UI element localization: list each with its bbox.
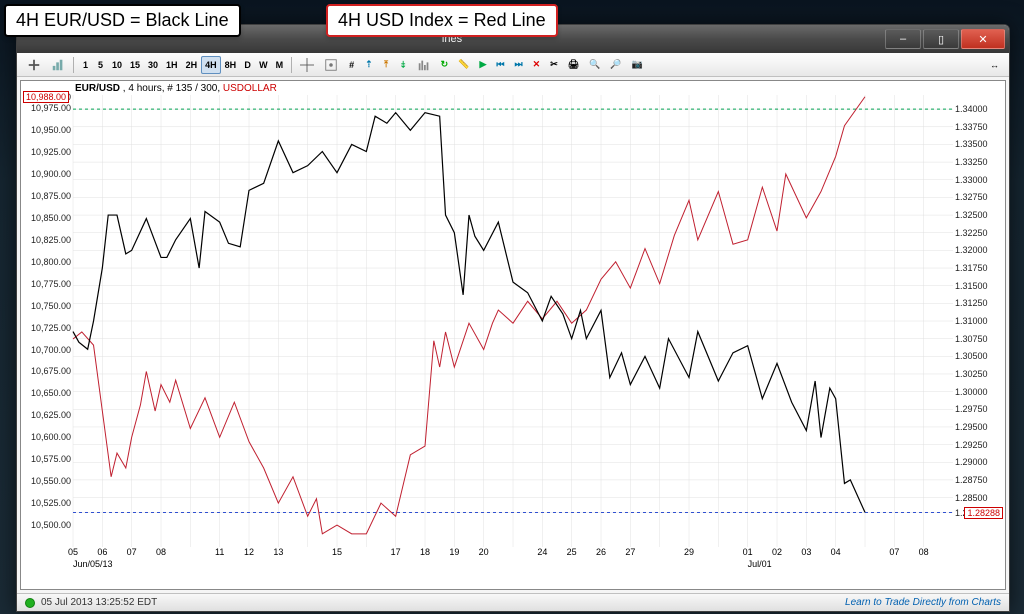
legend-red: 4H USD Index = Red Line: [326, 4, 558, 37]
tool-b-icon[interactable]: ⤒: [379, 56, 394, 74]
timeframe-4H[interactable]: 4H: [201, 56, 221, 74]
crosshair-icon[interactable]: [296, 56, 318, 74]
minimize-button[interactable]: –: [885, 29, 921, 49]
close-button[interactable]: ✕: [961, 29, 1005, 49]
right-price-tag: 1.28288: [964, 507, 1003, 519]
zoom-in-icon[interactable]: [23, 56, 45, 74]
play-icon[interactable]: ▶: [475, 56, 490, 74]
maximize-button[interactable]: ▯: [923, 29, 959, 49]
timeframe-30[interactable]: 30: [144, 56, 162, 74]
delete-icon[interactable]: ✕: [529, 56, 545, 74]
timeframe-W[interactable]: W: [255, 56, 272, 74]
timeframe-8H[interactable]: 8H: [221, 56, 241, 74]
ruler-icon[interactable]: 📏: [454, 56, 473, 74]
x-axis: 0506070811121315171819202425262729010203…: [73, 547, 953, 559]
rewind-icon[interactable]: ⏮: [492, 56, 508, 74]
tool-a-icon[interactable]: ⇡: [361, 56, 377, 74]
connection-dot-icon: [25, 598, 35, 608]
center-icon[interactable]: [320, 56, 342, 74]
left-axis: 10,988.0010,975.0010,950.0010,925.0010,9…: [23, 95, 71, 547]
toolbar: 151015301H2H4H8HDWM # ⇡ ⤒ ⤈ ↻ 📏 ▶ ⏮ ⏭ ✕ …: [17, 53, 1009, 77]
print-icon[interactable]: 🖨: [564, 56, 583, 74]
grid-icon[interactable]: #: [344, 56, 359, 74]
chart-svg: [73, 95, 953, 547]
forward-icon[interactable]: ⏭: [511, 56, 527, 74]
chart-area[interactable]: EUR/USD , 4 hours, # 135 / 300, USDOLLAR…: [20, 80, 1006, 590]
timeframe-1[interactable]: 1: [78, 56, 93, 74]
status-link[interactable]: Learn to Trade Directly from Charts: [845, 597, 1001, 608]
scissors-icon[interactable]: ✂: [546, 56, 562, 74]
expand-icon[interactable]: ↔: [986, 56, 1003, 74]
left-price-tag: 10,988.00: [23, 91, 69, 103]
search-icon[interactable]: 🔍: [585, 56, 604, 74]
timeframe-5[interactable]: 5: [93, 56, 108, 74]
timeframe-2H[interactable]: 2H: [182, 56, 202, 74]
chart-info: EUR/USD , 4 hours, # 135 / 300, USDOLLAR: [75, 83, 277, 94]
refresh-icon[interactable]: ↻: [437, 56, 453, 74]
timeframe-15[interactable]: 15: [126, 56, 144, 74]
tool-c-icon[interactable]: ⤈: [396, 56, 411, 74]
chart-type-icon[interactable]: [47, 56, 69, 74]
statusbar: 05 Jul 2013 13:25:52 EDT Learn to Trade …: [17, 593, 1009, 611]
status-time: 05 Jul 2013 13:25:52 EDT: [41, 597, 157, 608]
search-minus-icon[interactable]: 🔎: [606, 56, 625, 74]
timeframe-10[interactable]: 10: [108, 56, 126, 74]
x-axis-months: Jun/05/13Jul/01: [73, 559, 953, 569]
timeframe-1H[interactable]: 1H: [162, 56, 182, 74]
right-axis: 1.340001.337501.335001.332501.330001.327…: [955, 95, 1003, 547]
plot-area: [73, 95, 953, 547]
legend-black: 4H EUR/USD = Black Line: [4, 4, 241, 37]
timeframe-D[interactable]: D: [240, 56, 255, 74]
app-window: ines – ▯ ✕ 151015301H2H4H8HDWM # ⇡ ⤒ ⤈ ↻…: [16, 24, 1010, 612]
camera-icon[interactable]: 📷: [628, 56, 647, 74]
